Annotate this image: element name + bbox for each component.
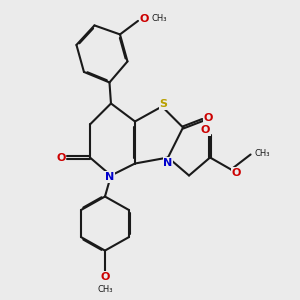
Text: O: O (56, 152, 65, 163)
Text: S: S (160, 99, 167, 109)
Text: CH₃: CH₃ (151, 14, 167, 23)
Text: CH₃: CH₃ (254, 148, 270, 158)
Text: O: O (232, 167, 241, 178)
Text: O: O (100, 272, 110, 282)
Text: O: O (201, 125, 210, 136)
Text: CH₃: CH₃ (97, 284, 113, 293)
Text: O: O (204, 113, 213, 124)
Text: N: N (105, 172, 114, 182)
Text: N: N (164, 158, 172, 168)
Text: O: O (139, 14, 149, 24)
